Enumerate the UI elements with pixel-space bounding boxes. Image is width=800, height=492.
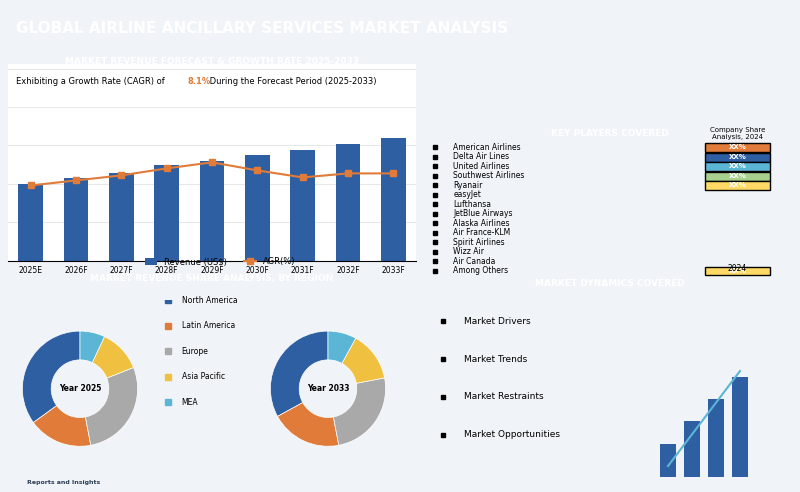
- Text: Market Trends: Market Trends: [464, 355, 528, 364]
- Text: XX%: XX%: [729, 183, 746, 188]
- Text: Among Others: Among Others: [454, 266, 509, 276]
- Text: 8.1%: 8.1%: [187, 77, 210, 86]
- FancyBboxPatch shape: [705, 267, 770, 276]
- Text: XX%: XX%: [729, 268, 746, 274]
- Text: Air Canada: Air Canada: [454, 257, 496, 266]
- Text: Year 2025: Year 2025: [59, 384, 101, 393]
- Text: Reports and Insights: Reports and Insights: [27, 480, 101, 485]
- Bar: [381, 138, 406, 261]
- Text: Alaska Airlines: Alaska Airlines: [454, 219, 510, 228]
- Text: Market Restraints: Market Restraints: [464, 393, 544, 401]
- Text: Spirit Airlines: Spirit Airlines: [454, 238, 505, 247]
- Text: Market Opportunities: Market Opportunities: [464, 430, 560, 439]
- Bar: [732, 376, 749, 477]
- Text: MARKET REVENUE SHARE ANALYSIS, BY REGION: MARKET REVENUE SHARE ANALYSIS, BY REGION: [90, 274, 334, 283]
- Text: Southwest Airlines: Southwest Airlines: [454, 171, 525, 181]
- Text: XX%: XX%: [729, 173, 746, 179]
- Text: Latin America: Latin America: [182, 321, 235, 330]
- Text: American Airlines: American Airlines: [454, 143, 521, 152]
- Text: Asia Pacific: Asia Pacific: [182, 372, 225, 381]
- Bar: [154, 165, 179, 261]
- Text: MARKET REVENUE FORECAST & GROWTH RATE 2025-2033: MARKET REVENUE FORECAST & GROWTH RATE 20…: [65, 58, 359, 66]
- Text: JetBlue Airways: JetBlue Airways: [454, 209, 513, 218]
- Text: United Airlines: United Airlines: [454, 162, 510, 171]
- Wedge shape: [270, 331, 328, 416]
- Text: easyJet: easyJet: [454, 190, 482, 199]
- Wedge shape: [92, 337, 134, 378]
- Text: Wizz Air: Wizz Air: [454, 247, 485, 256]
- Bar: [63, 178, 89, 261]
- Wedge shape: [22, 331, 80, 423]
- Bar: [659, 444, 677, 477]
- Text: Company Share
Analysis, 2024: Company Share Analysis, 2024: [710, 127, 765, 140]
- Bar: [109, 173, 134, 261]
- Text: GLOBAL AIRLINE ANCILLARY SERVICES MARKET ANALYSIS: GLOBAL AIRLINE ANCILLARY SERVICES MARKET…: [16, 21, 508, 36]
- Wedge shape: [278, 402, 338, 446]
- Text: MEA: MEA: [182, 398, 198, 407]
- Wedge shape: [34, 405, 90, 446]
- Wedge shape: [328, 331, 356, 364]
- Text: MARKET DYNAMICS COVERED: MARKET DYNAMICS COVERED: [535, 279, 685, 288]
- Text: Europe: Europe: [182, 347, 209, 356]
- Wedge shape: [334, 378, 386, 445]
- Bar: [18, 184, 43, 261]
- Wedge shape: [80, 331, 105, 363]
- Text: XX%: XX%: [729, 145, 746, 151]
- FancyBboxPatch shape: [705, 182, 770, 190]
- Bar: [245, 154, 270, 261]
- Bar: [683, 421, 701, 477]
- FancyBboxPatch shape: [705, 153, 770, 161]
- Text: Ryanair: Ryanair: [454, 181, 483, 190]
- Text: Year 2033: Year 2033: [306, 384, 350, 393]
- Text: XX%: XX%: [729, 154, 746, 160]
- Wedge shape: [86, 368, 138, 445]
- FancyBboxPatch shape: [705, 162, 770, 171]
- FancyBboxPatch shape: [705, 144, 770, 152]
- Bar: [708, 399, 725, 477]
- Text: Market Drivers: Market Drivers: [464, 317, 531, 326]
- Text: During the Forecast Period (2025-2033): During the Forecast Period (2025-2033): [207, 77, 377, 86]
- Text: 2024: 2024: [728, 264, 747, 273]
- Text: KEY PLAYERS COVERED: KEY PLAYERS COVERED: [551, 129, 669, 138]
- FancyBboxPatch shape: [705, 172, 770, 181]
- Legend: Revenue (US$), AGR(%): Revenue (US$), AGR(%): [142, 254, 298, 270]
- Text: Air France-KLM: Air France-KLM: [454, 228, 510, 237]
- Wedge shape: [342, 338, 385, 383]
- Bar: [335, 144, 361, 261]
- Text: Exhibiting a Growth Rate (CAGR) of: Exhibiting a Growth Rate (CAGR) of: [16, 77, 167, 86]
- Text: North America: North America: [182, 296, 238, 305]
- Text: Delta Air Lines: Delta Air Lines: [454, 153, 510, 161]
- Text: XX%: XX%: [729, 163, 746, 169]
- Bar: [290, 150, 315, 261]
- Bar: [199, 161, 225, 261]
- Text: Lufthansa: Lufthansa: [454, 200, 491, 209]
